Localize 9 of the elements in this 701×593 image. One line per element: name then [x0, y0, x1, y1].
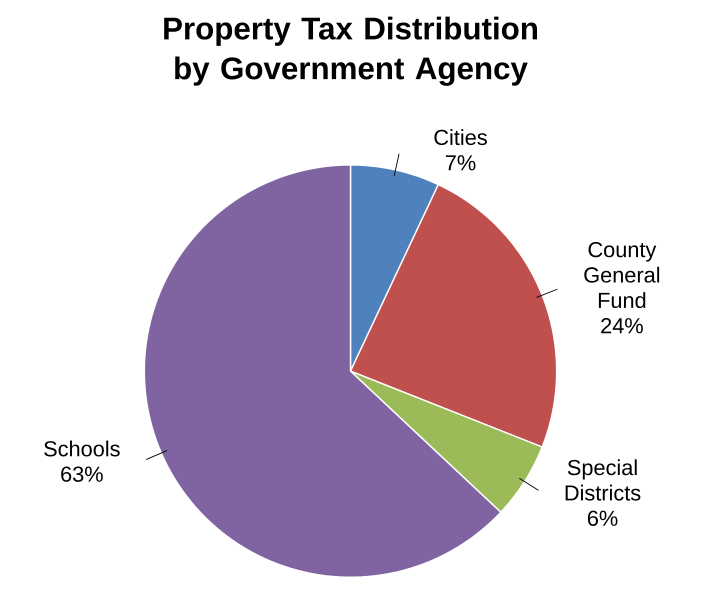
slice-label: Special Districts — [566, 459, 640, 501]
data-label: 63% — [61, 466, 103, 482]
slice-label: Schools — [44, 440, 120, 457]
data-label: 6% — [588, 510, 618, 526]
slice-label: Cities — [434, 129, 487, 146]
data-label: 7% — [446, 155, 476, 171]
data-label: 24% — [601, 318, 643, 334]
chart-title: Property Tax Distribution by Government Agency — [164, 16, 537, 86]
slice-label: County General Fund — [584, 242, 660, 308]
